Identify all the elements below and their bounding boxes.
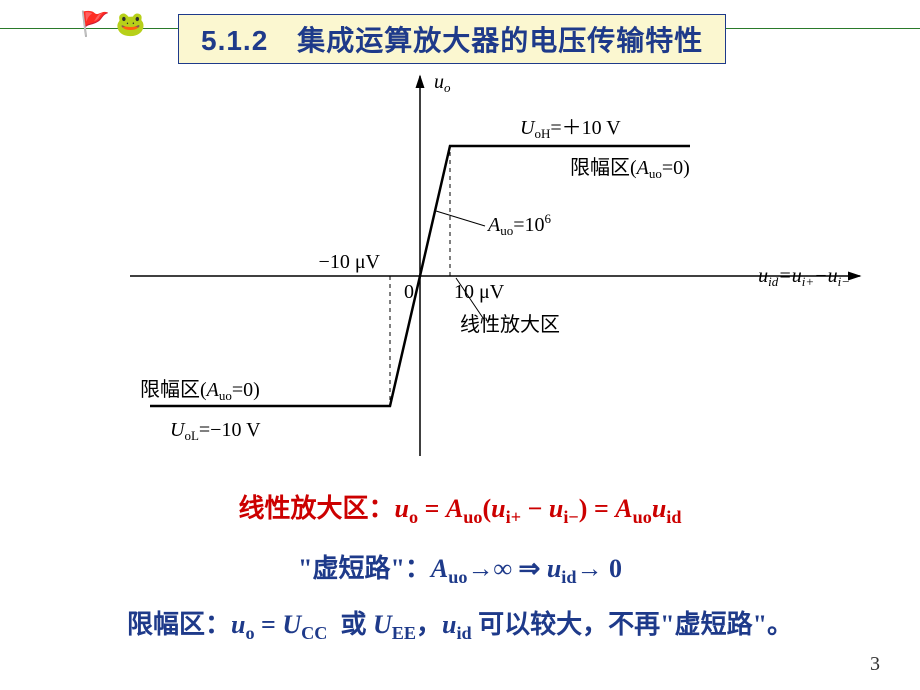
- svg-text:uo: uo: [434, 71, 451, 95]
- eq-text: 线性放大区：uo = Auo(ui+ − ui−) = Auouid: [239, 494, 682, 523]
- svg-text:线性放大区: 线性放大区: [460, 313, 560, 336]
- decorative-sprite: 🚩 🐸: [80, 10, 146, 39]
- svg-text:UoL=−10 V: UoL=−10 V: [170, 419, 261, 443]
- svg-text:UoH=＋10 V: UoH=＋10 V: [520, 117, 621, 141]
- svg-text:−10 μV: −10 μV: [319, 251, 381, 273]
- equation-linear-region: 线性放大区：uo = Auo(ui+ − ui−) = Auouid: [0, 488, 920, 528]
- transfer-characteristic-chart: 0 uo uid=ui+−ui− −10 μV 10 μV UoH=＋10 V UoL=−1…: [130, 66, 890, 466]
- equation-virtual-short: "虚短路"：Auo→∞ ⇒ uid→ 0: [0, 548, 920, 588]
- section-title: 5.1.2 集成运算放大器的电压传输特性: [178, 14, 726, 64]
- eq-text: "虚短路"：Auo→∞ ⇒ uid→ 0: [298, 554, 622, 583]
- page-number: 3: [870, 653, 880, 676]
- svg-text:10 μV: 10 μV: [454, 281, 505, 303]
- svg-text:限幅区(Auo=0): 限幅区(Auo=0): [570, 156, 690, 181]
- svg-text:0: 0: [404, 281, 414, 303]
- svg-text:限幅区(Auo=0): 限幅区(Auo=0): [140, 378, 260, 403]
- eq-text: 限幅区：uo = UCC 或 UEE，uid 可以较大，不再"虚短路"。: [127, 610, 793, 639]
- equation-limit-region: 限幅区：uo = UCC 或 UEE，uid 可以较大，不再"虚短路"。: [0, 604, 920, 644]
- svg-text:uid=ui+−ui−: uid=ui+−ui−: [758, 265, 850, 289]
- svg-text:Auo=106: Auo=106: [486, 211, 552, 238]
